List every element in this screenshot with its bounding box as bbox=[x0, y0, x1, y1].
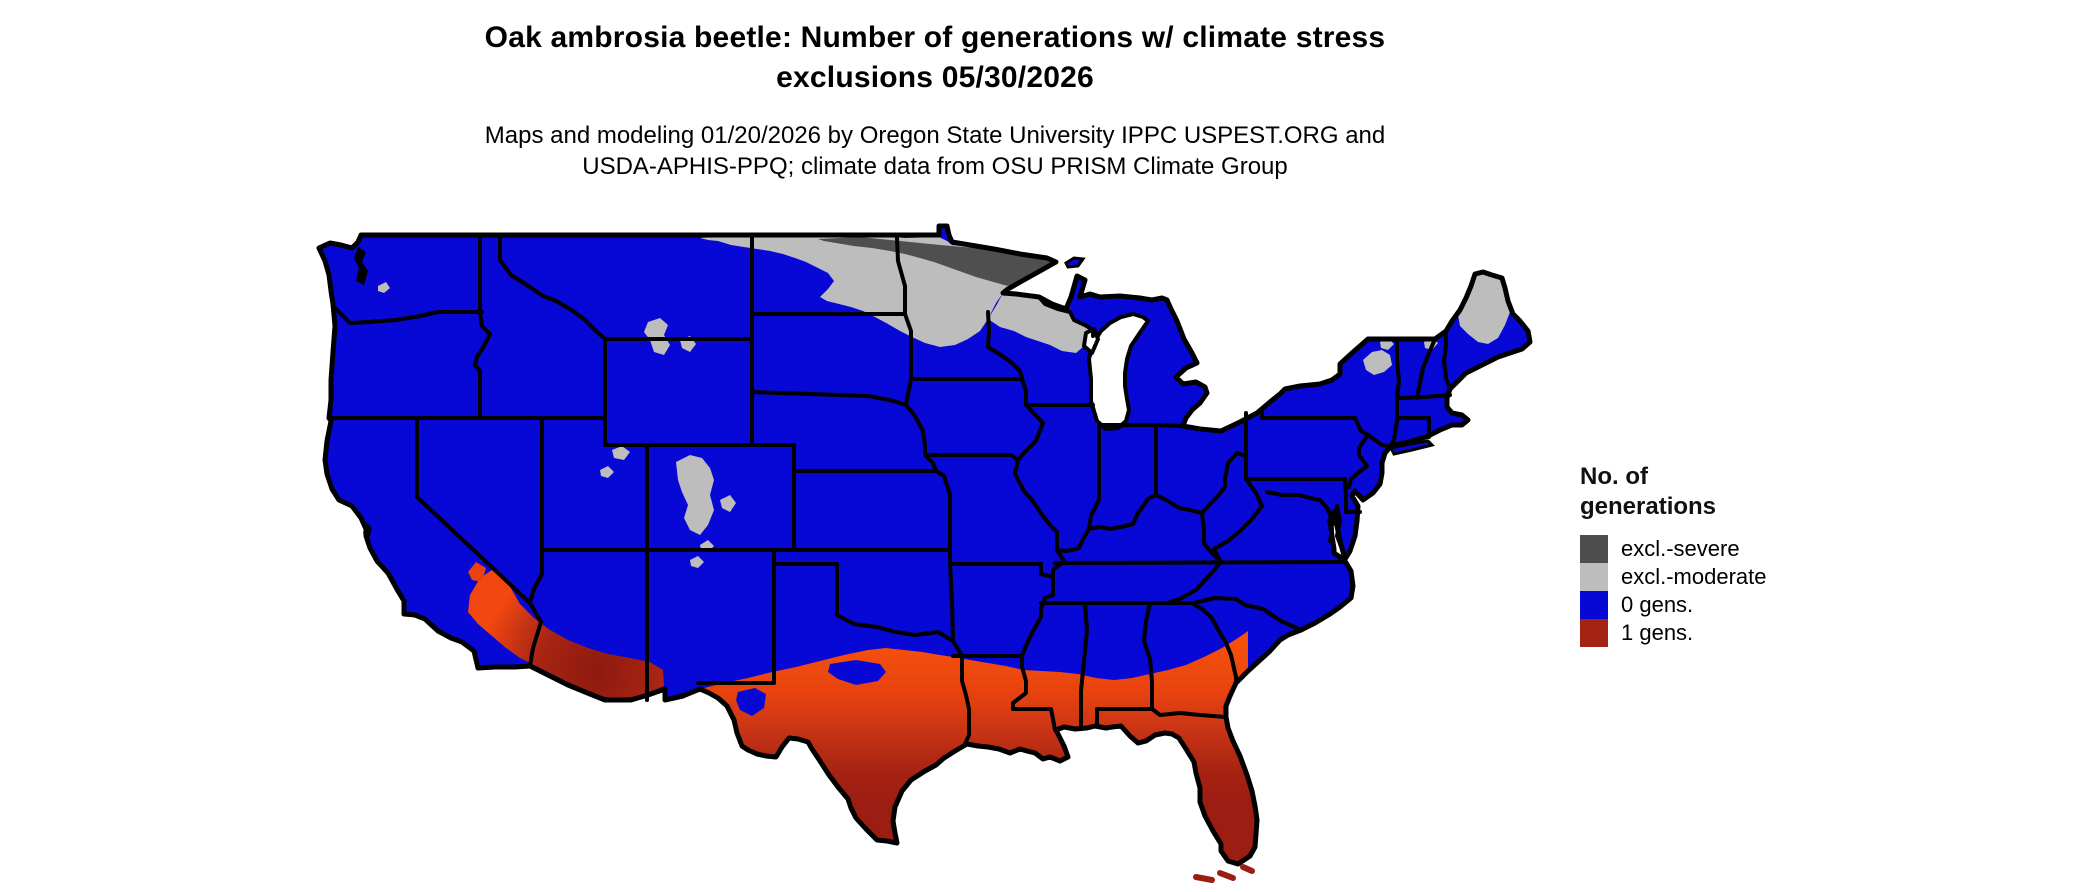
subtitle-line2: USDA-APHIS-PPQ; climate data from OSU PR… bbox=[582, 153, 1288, 180]
gens1-southwest-region bbox=[468, 570, 664, 698]
legend-items: excl.-severe excl.-moderate 0 gens. 1 gens. bbox=[1580, 535, 1767, 647]
legend-item: excl.-severe bbox=[1580, 535, 1767, 563]
state-borders bbox=[327, 233, 1452, 746]
subtitle-line1: Maps and modeling 01/20/2026 by Oregon S… bbox=[484, 122, 1386, 149]
gens1-south-belt-region bbox=[700, 631, 1257, 864]
legend-item-label: excl.-severe bbox=[1621, 536, 1740, 561]
excl-severe-region bbox=[818, 237, 1056, 288]
chesapeake-bay bbox=[1328, 504, 1344, 551]
legend-item-label: 1 gens. bbox=[1621, 620, 1694, 645]
excl-moderate-adirondack-patches bbox=[1363, 338, 1438, 375]
legend-swatch bbox=[1580, 591, 1608, 619]
map-legend: No. of generations excl.-severe excl.-mod… bbox=[1580, 462, 1767, 647]
legend-swatch bbox=[1580, 535, 1608, 563]
gens0-texas-enclaves bbox=[736, 660, 886, 716]
legend-title-line2: generations bbox=[1580, 493, 1717, 520]
legend-item: excl.-moderate bbox=[1580, 563, 1767, 591]
legend-swatch bbox=[1580, 563, 1608, 591]
legend-item-label: excl.-moderate bbox=[1621, 564, 1767, 589]
legend-title-line1: No. of bbox=[1580, 463, 1648, 490]
map-class-regions bbox=[378, 235, 1510, 864]
page-title-line2: exclusions 05/30/2026 bbox=[776, 61, 1094, 94]
legend-item: 0 gens. bbox=[1580, 591, 1767, 619]
san-francisco-bay bbox=[363, 522, 372, 539]
gens1-death-valley-patch bbox=[468, 562, 486, 582]
long-island bbox=[1388, 439, 1435, 456]
legend-item: 1 gens. bbox=[1580, 619, 1767, 647]
legend-item-label: 0 gens. bbox=[1621, 592, 1694, 617]
page-title-line1: Oak ambrosia beetle: Number of generatio… bbox=[484, 21, 1386, 54]
isle-royale bbox=[1064, 256, 1086, 269]
subtitle-block: Maps and modeling 01/20/2026 by Oregon S… bbox=[135, 120, 1735, 182]
excl-moderate-wi-up-region bbox=[988, 293, 1090, 353]
legend-swatch bbox=[1580, 619, 1608, 647]
puget-sound bbox=[354, 247, 368, 285]
title-block: Oak ambrosia beetle: Number of generatio… bbox=[135, 18, 1735, 182]
florida-keys bbox=[1193, 864, 1255, 883]
